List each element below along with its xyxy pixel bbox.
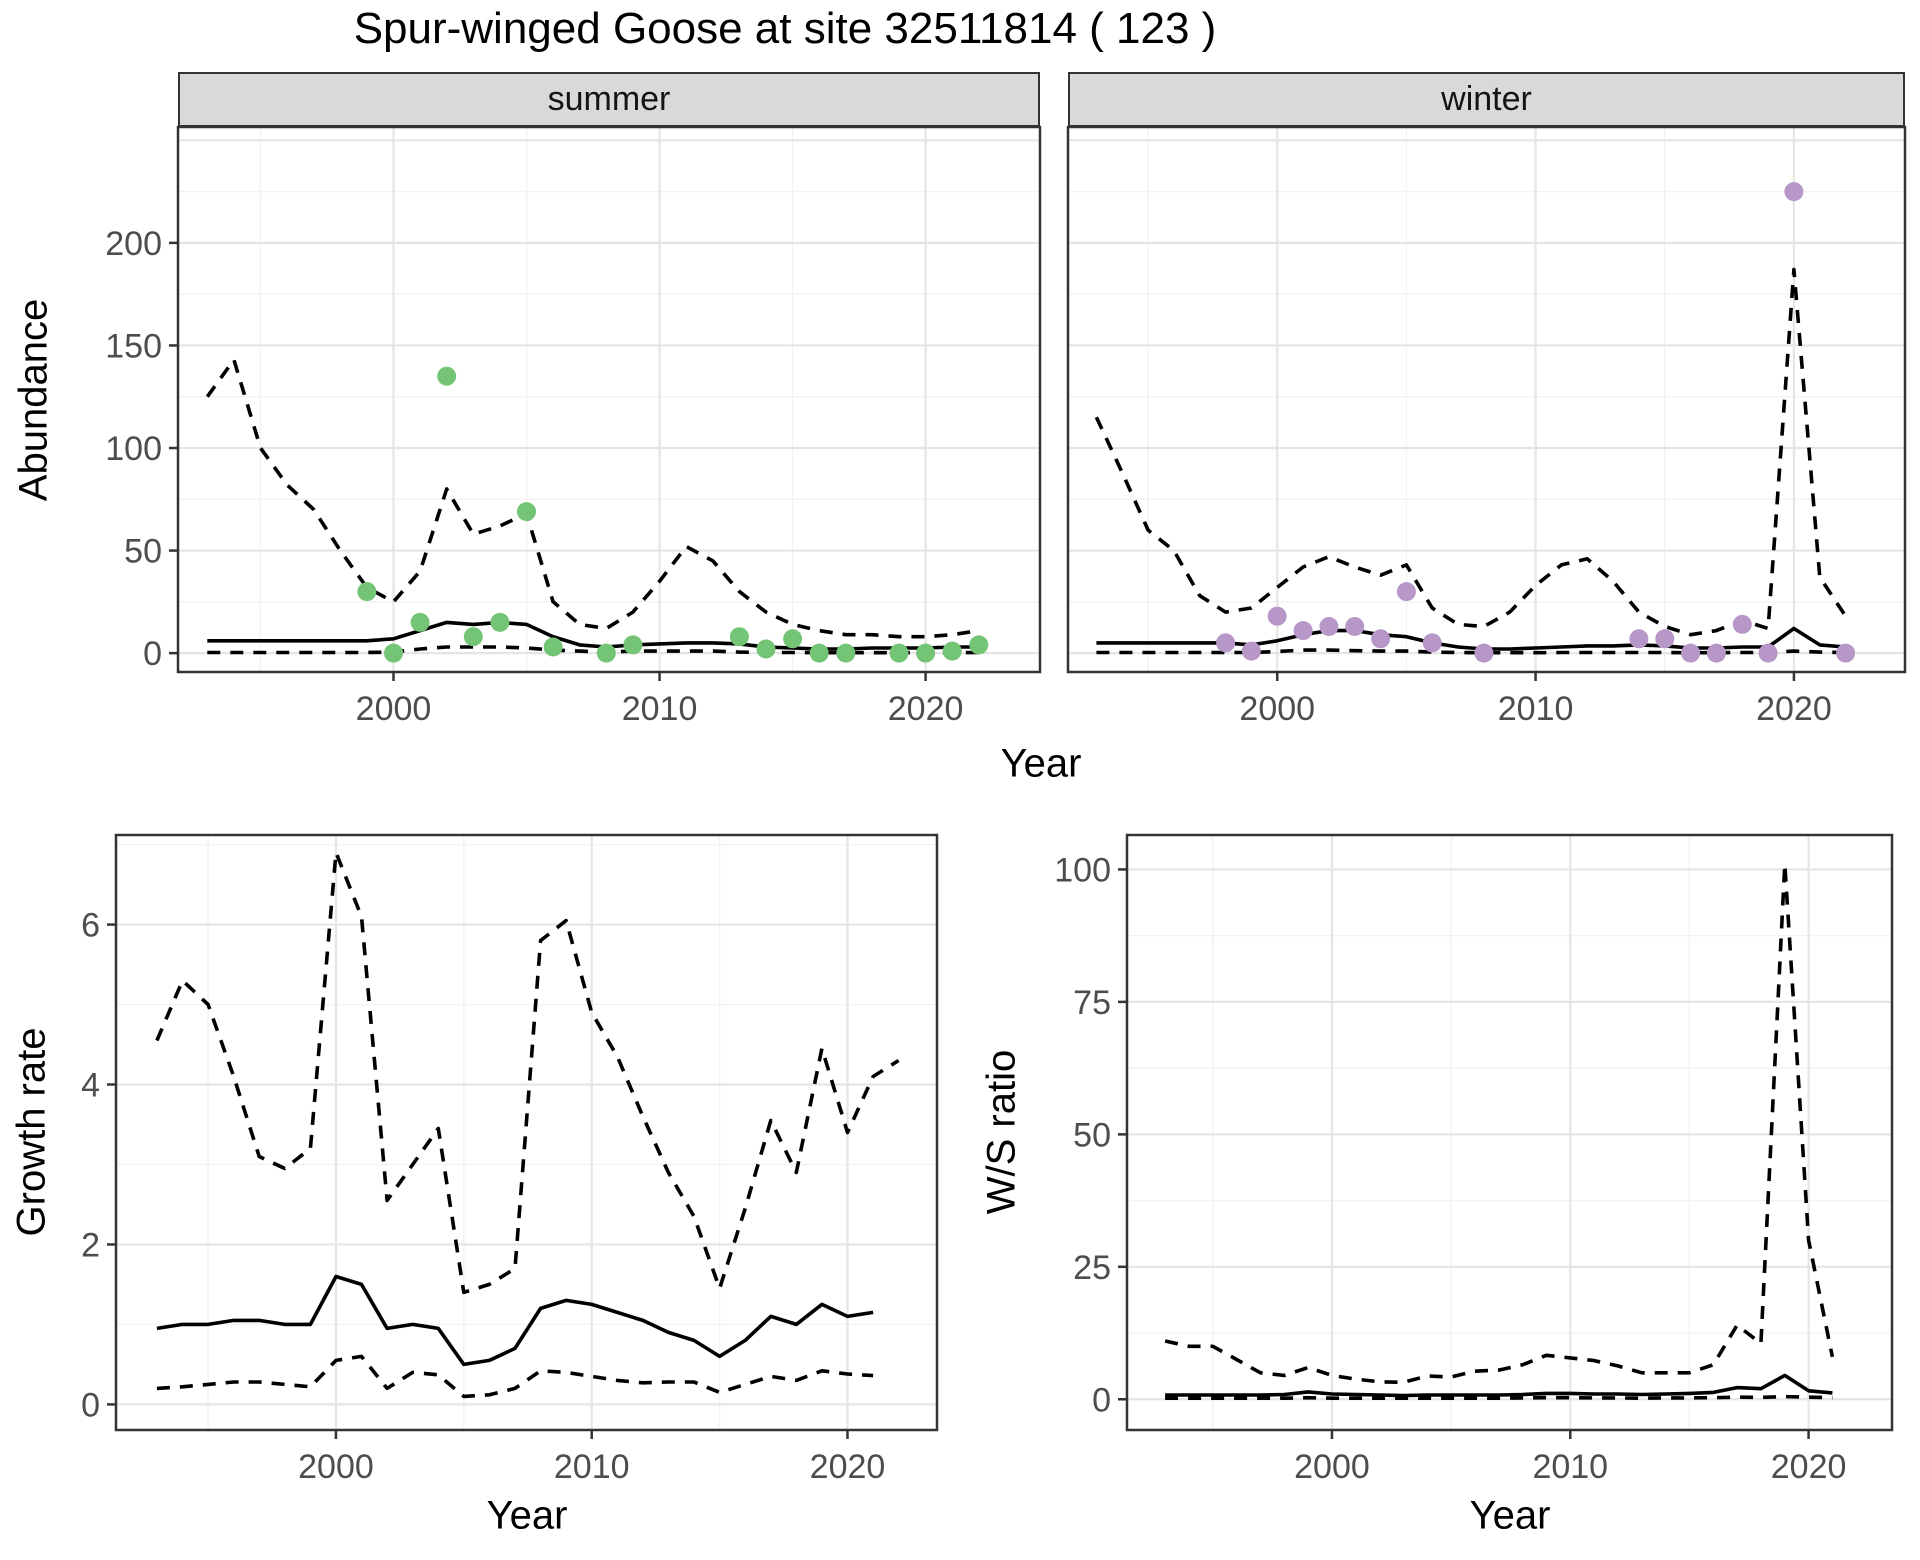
data-point — [1629, 629, 1649, 649]
facet-strip-label: summer — [547, 80, 671, 118]
data-point — [1293, 621, 1313, 641]
panel-background — [178, 127, 1040, 672]
y-tick-label: 50 — [124, 533, 162, 571]
data-point — [517, 502, 536, 522]
data-point — [437, 366, 457, 386]
data-point — [1784, 182, 1804, 202]
data-point — [384, 643, 403, 663]
y-tick-label: 0 — [1092, 1381, 1111, 1419]
data-point — [1474, 643, 1494, 663]
y-tick-label: 200 — [105, 225, 162, 263]
x-axis-title-year-ws: Year — [1469, 1493, 1551, 1538]
data-point — [1732, 614, 1752, 634]
y-tick-label: 0 — [143, 635, 162, 673]
x-tick-label: 2010 — [622, 690, 698, 728]
x-tick-label: 2010 — [554, 1448, 630, 1486]
y-tick-label: 4 — [81, 1067, 100, 1105]
panel-border — [176, 125, 1042, 674]
panel-border — [114, 833, 939, 1432]
series-median_fit — [156, 1274, 874, 1367]
series-upper_ci — [155, 850, 900, 1295]
series-median_fit — [1165, 1373, 1833, 1398]
data-point — [1655, 629, 1675, 649]
series-upper_ci — [205, 358, 980, 639]
data-point — [1681, 643, 1701, 663]
y-tick-label: 50 — [1073, 1116, 1111, 1154]
data-point — [357, 582, 377, 602]
facet-strip-winter: winter — [1068, 72, 1905, 127]
data-point — [969, 635, 989, 655]
x-tick-label: 2010 — [1532, 1448, 1608, 1486]
facet-strip-summer: summer — [178, 72, 1040, 127]
y-tick-label: 150 — [105, 327, 162, 365]
panel-growth_rate: 2000 2010 2020 0 2 4 6 — [81, 833, 939, 1486]
x-tick-label: 2000 — [1239, 690, 1315, 728]
x-axis-title-year-growth: Year — [486, 1493, 568, 1538]
panel-abundance_winter: 2000 2010 2020 — [1066, 125, 1907, 728]
data-point — [1345, 617, 1365, 636]
data-point — [916, 643, 936, 663]
y-tick-label: 6 — [81, 907, 100, 945]
data-point — [783, 629, 803, 649]
panel-background — [1068, 127, 1905, 672]
series-lower_ci — [1165, 1394, 1833, 1400]
x-tick-label: 2020 — [1771, 1448, 1847, 1486]
panel-border — [1125, 833, 1894, 1432]
figure-title: Spur-winged Goose at site 32511814 ( 123… — [353, 4, 1217, 53]
x-tick-label: 2000 — [356, 690, 432, 728]
data-point — [463, 627, 483, 647]
y-tick-label: 100 — [105, 430, 162, 468]
data-point — [836, 643, 856, 663]
panel-abundance_summer: 2000 2010 2020 0 50 100 150 200 — [105, 125, 1042, 728]
y-tick-label: 2 — [81, 1226, 100, 1264]
data-point — [1241, 641, 1261, 661]
series-upper_ci — [1094, 267, 1848, 637]
panel-border — [1066, 125, 1907, 674]
x-tick-label: 2000 — [1294, 1448, 1370, 1486]
data-point — [1706, 643, 1726, 663]
y-tick-label: 25 — [1073, 1249, 1111, 1287]
series-lower_ci — [156, 1354, 874, 1399]
y-tick-label: 0 — [81, 1386, 100, 1424]
y-tick-label: 100 — [1054, 851, 1111, 889]
data-point — [809, 643, 829, 663]
data-point — [1396, 582, 1416, 602]
data-point — [596, 643, 616, 663]
data-point — [490, 612, 510, 632]
data-point — [889, 643, 909, 663]
data-point — [1422, 633, 1442, 653]
y-tick-label: 75 — [1073, 984, 1111, 1022]
data-point — [543, 637, 563, 657]
data-point — [756, 639, 776, 659]
data-point — [1758, 643, 1778, 663]
x-tick-label: 2020 — [888, 690, 964, 728]
series-upper_ci — [1164, 862, 1835, 1385]
data-point — [942, 641, 962, 661]
data-point — [1216, 633, 1236, 653]
data-point — [1371, 629, 1391, 649]
x-tick-label: 2020 — [1756, 690, 1832, 728]
data-point — [1267, 606, 1287, 626]
facet-strip-label: winter — [1441, 80, 1532, 118]
data-point — [623, 635, 643, 655]
x-tick-label: 2000 — [298, 1448, 374, 1486]
data-point — [410, 612, 430, 632]
x-tick-label: 2020 — [810, 1448, 886, 1486]
x-axis-title-year-top: Year — [1000, 741, 1082, 786]
data-point — [1836, 643, 1856, 663]
data-point — [729, 627, 749, 647]
panel-background — [1127, 835, 1892, 1430]
panel-ws_ratio: 2000 2010 2020 0 25 50 75 100 — [1054, 833, 1894, 1486]
x-tick-label: 2010 — [1498, 690, 1574, 728]
data-point — [1319, 617, 1339, 636]
